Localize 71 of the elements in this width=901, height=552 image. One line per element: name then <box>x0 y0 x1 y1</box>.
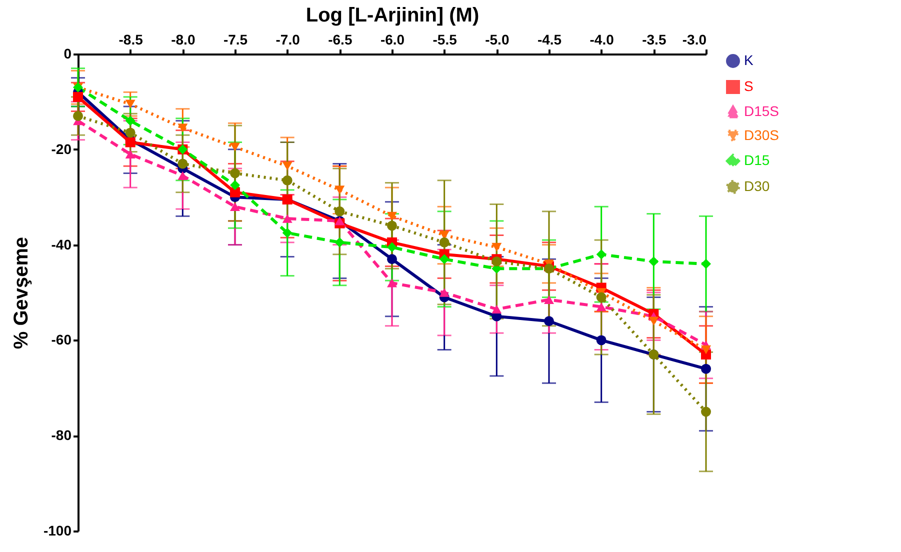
point <box>492 256 502 266</box>
y-tick-label: 0 <box>64 46 72 62</box>
point <box>125 150 136 158</box>
point <box>387 220 397 231</box>
legend-label: D30S <box>744 127 780 143</box>
point <box>544 295 554 304</box>
x-tick-label: -6.5 <box>328 32 352 48</box>
y-tick-label: -40 <box>51 236 72 252</box>
point <box>544 316 554 326</box>
point <box>230 187 240 198</box>
point <box>73 111 83 121</box>
point <box>387 254 397 264</box>
x-tick-label: -5.5 <box>432 32 458 48</box>
point <box>701 406 711 417</box>
y-tick-label: -80 <box>51 427 72 444</box>
x-tick-label: -7.5 <box>223 32 248 48</box>
x-tick-label: -4.0 <box>590 32 614 48</box>
y-axis-title: % Gevşeme <box>10 236 32 350</box>
point <box>282 214 292 223</box>
point <box>648 316 659 326</box>
legend-label: S <box>744 78 754 94</box>
x-tick-label: -8.0 <box>171 32 196 48</box>
point <box>701 345 711 354</box>
y-tick-label: -100 <box>43 522 72 538</box>
x-tick-label: -8.5 <box>118 32 144 48</box>
point <box>230 142 240 152</box>
y-tick-label: -60 <box>51 332 72 348</box>
x-tick-label: -5.0 <box>485 32 510 48</box>
x-tick-label: -3.5 <box>642 32 666 48</box>
point <box>648 256 659 266</box>
point <box>125 137 136 148</box>
legend-label: D15 <box>744 152 770 168</box>
point <box>439 237 450 248</box>
point <box>282 162 292 170</box>
point <box>334 237 345 248</box>
point <box>73 92 83 102</box>
point <box>230 168 240 178</box>
x-tick-label: -3.0 <box>682 32 707 48</box>
point <box>125 116 136 126</box>
point <box>596 292 606 302</box>
point <box>387 242 397 252</box>
point <box>125 100 136 108</box>
legend-label: D30 <box>744 178 770 194</box>
point <box>492 242 502 252</box>
point <box>178 158 188 169</box>
point <box>439 288 450 297</box>
point <box>178 124 188 132</box>
point <box>282 175 292 186</box>
point <box>334 186 345 194</box>
point <box>701 258 711 269</box>
point <box>282 228 292 238</box>
point <box>334 206 345 216</box>
point <box>230 180 240 190</box>
point <box>178 171 188 180</box>
point <box>230 202 240 211</box>
x-axis-title: Log [L-Arjinin] (M) <box>306 4 480 26</box>
legend-label: K <box>744 52 754 68</box>
point <box>387 278 397 288</box>
legend-label: D15S <box>744 103 780 119</box>
x-tick-label: -7.0 <box>276 32 300 48</box>
y-tick-label: -20 <box>51 140 72 157</box>
point <box>492 304 502 314</box>
x-tick-label: -6.0 <box>380 32 405 48</box>
point <box>596 335 606 346</box>
point <box>701 364 711 374</box>
point <box>387 212 397 221</box>
x-tick-label: -4.5 <box>537 32 562 48</box>
point <box>125 128 136 138</box>
point <box>439 254 450 264</box>
point <box>596 302 606 312</box>
point <box>596 249 606 260</box>
